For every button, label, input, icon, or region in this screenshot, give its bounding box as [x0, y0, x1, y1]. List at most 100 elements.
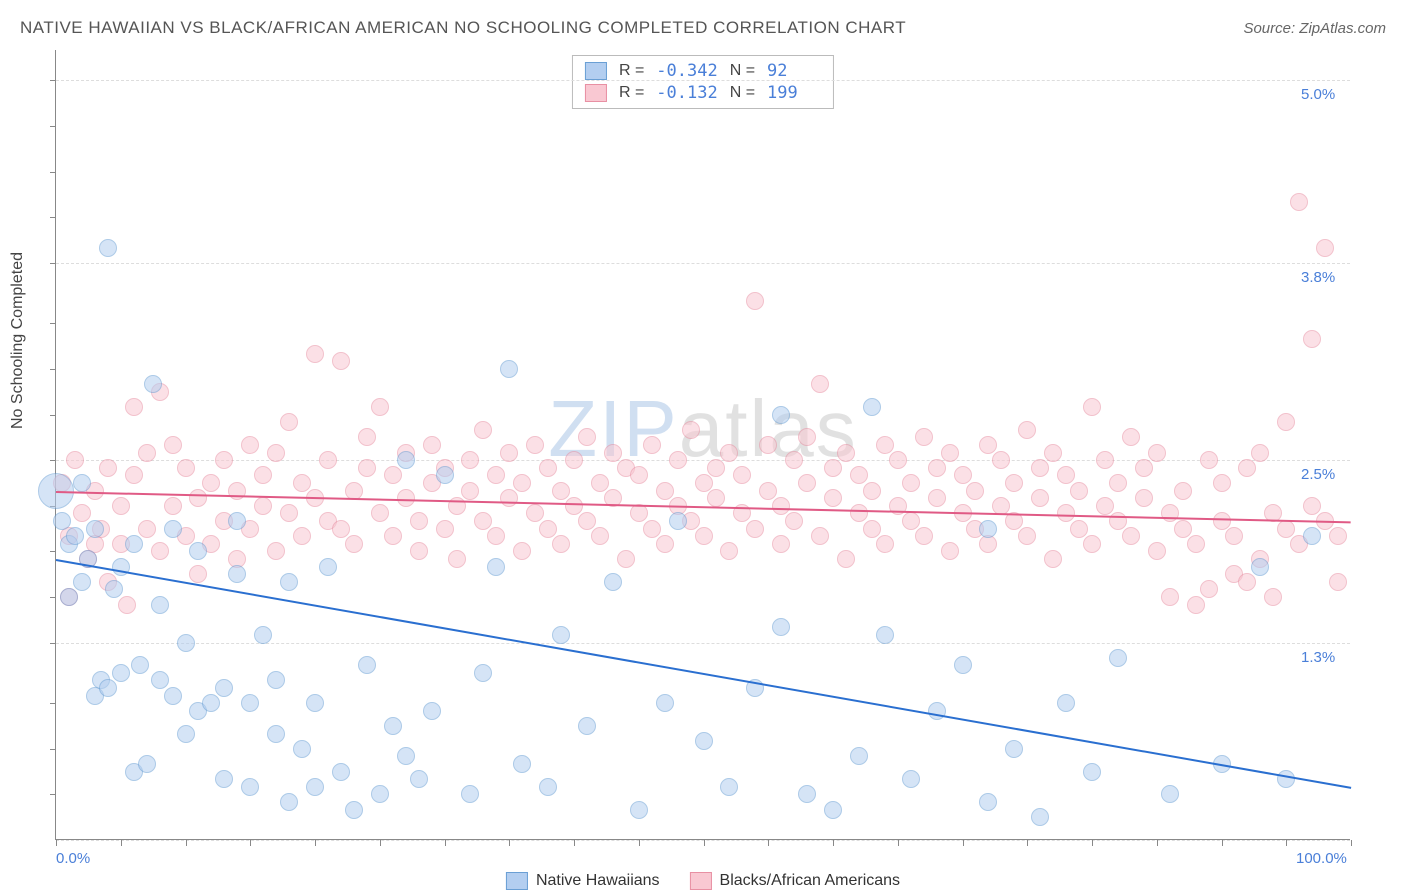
scatter-point-series2 [1096, 497, 1114, 515]
scatter-point-series1 [954, 656, 972, 674]
scatter-point-series1 [979, 520, 997, 538]
scatter-point-series2 [254, 497, 272, 515]
grid-line [56, 80, 1350, 81]
scatter-point-series2 [384, 527, 402, 545]
scatter-point-series1 [552, 626, 570, 644]
scatter-point-series1 [410, 770, 428, 788]
legend-label-1: Native Hawaiians [536, 872, 660, 890]
scatter-point-series1 [164, 687, 182, 705]
n-label: N = [730, 84, 755, 102]
scatter-point-series1 [1005, 740, 1023, 758]
scatter-point-series2 [345, 535, 363, 553]
scatter-point-series2 [707, 459, 725, 477]
scatter-point-series1 [1083, 763, 1101, 781]
scatter-point-series2 [992, 451, 1010, 469]
scatter-point-series2 [1070, 482, 1088, 500]
x-tick-mark [1027, 840, 1028, 846]
scatter-point-series2 [461, 482, 479, 500]
scatter-point-series2 [118, 596, 136, 614]
scatter-point-series1 [151, 671, 169, 689]
scatter-point-series2 [889, 451, 907, 469]
scatter-point-series2 [241, 436, 259, 454]
scatter-point-series1 [1057, 694, 1075, 712]
scatter-point-series2 [591, 527, 609, 545]
scatter-point-series2 [915, 527, 933, 545]
scatter-point-series1 [177, 634, 195, 652]
scatter-point-series2 [1057, 504, 1075, 522]
scatter-point-series1 [280, 573, 298, 591]
scatter-point-series2 [461, 451, 479, 469]
scatter-point-series1 [1303, 527, 1321, 545]
chart-title: NATIVE HAWAIIAN VS BLACK/AFRICAN AMERICA… [20, 18, 906, 38]
y-tick-mark [50, 263, 56, 264]
scatter-point-series1 [151, 596, 169, 614]
scatter-point-series2 [1174, 520, 1192, 538]
scatter-point-series2 [1005, 474, 1023, 492]
scatter-point-series1 [876, 626, 894, 644]
y-tick-mark [50, 172, 56, 173]
scatter-point-series1 [720, 778, 738, 796]
scatter-point-series2 [837, 444, 855, 462]
scatter-point-series1 [267, 725, 285, 743]
scatter-point-series1 [125, 535, 143, 553]
x-tick-mark [250, 840, 251, 846]
scatter-point-series2 [720, 542, 738, 560]
scatter-point-series2 [863, 520, 881, 538]
scatter-point-series2 [928, 489, 946, 507]
x-tick-mark [1351, 840, 1352, 846]
scatter-point-series1 [436, 466, 454, 484]
scatter-point-series2 [1018, 421, 1036, 439]
scatter-point-series1 [824, 801, 842, 819]
scatter-point-series2 [1135, 459, 1153, 477]
swatch-series1 [585, 62, 607, 80]
r-value-1: -0.342 [656, 61, 717, 81]
scatter-point-series2 [371, 398, 389, 416]
scatter-point-series2 [682, 421, 700, 439]
scatter-point-series2 [1316, 239, 1334, 257]
scatter-point-series2 [733, 466, 751, 484]
legend-swatch-series2 [690, 872, 712, 890]
scatter-point-series2 [552, 535, 570, 553]
scatter-point-series2 [500, 489, 518, 507]
scatter-point-series2 [1070, 520, 1088, 538]
scatter-point-series2 [850, 466, 868, 484]
legend-item-series1: Native Hawaiians [506, 872, 660, 890]
r-label: R = [619, 62, 644, 80]
scatter-point-series1 [423, 702, 441, 720]
scatter-point-series2 [656, 535, 674, 553]
scatter-point-series2 [941, 542, 959, 560]
scatter-point-series2 [1122, 527, 1140, 545]
y-tick-mark [50, 217, 56, 218]
scatter-point-series2 [1018, 527, 1036, 545]
scatter-point-series1 [513, 755, 531, 773]
scatter-point-series1 [164, 520, 182, 538]
scatter-point-series1 [241, 778, 259, 796]
scatter-point-series2 [1277, 520, 1295, 538]
x-tick-mark [380, 840, 381, 846]
scatter-point-series1 [474, 664, 492, 682]
scatter-point-series2 [565, 497, 583, 515]
scatter-point-series2 [772, 535, 790, 553]
scatter-point-series1 [539, 778, 557, 796]
scatter-point-series2 [591, 474, 609, 492]
legend-item-series2: Blacks/African Americans [690, 872, 901, 890]
scatter-point-series1 [112, 664, 130, 682]
y-tick-mark [50, 460, 56, 461]
scatter-point-series2 [643, 520, 661, 538]
y-tick-mark [50, 794, 56, 795]
scatter-point-series2 [319, 451, 337, 469]
x-tick-mark [574, 840, 575, 846]
scatter-point-series2 [254, 466, 272, 484]
scatter-point-series2 [423, 436, 441, 454]
scatter-point-series1 [371, 785, 389, 803]
scatter-point-series1 [669, 512, 687, 530]
scatter-point-series2 [1109, 474, 1127, 492]
scatter-point-series1 [1031, 808, 1049, 826]
scatter-point-series1 [604, 573, 622, 591]
scatter-point-series1 [293, 740, 311, 758]
scatter-point-series2 [138, 520, 156, 538]
x-tick-mark [704, 840, 705, 846]
scatter-point-series1 [105, 580, 123, 598]
scatter-point-series2 [1161, 588, 1179, 606]
scatter-point-series2 [177, 459, 195, 477]
